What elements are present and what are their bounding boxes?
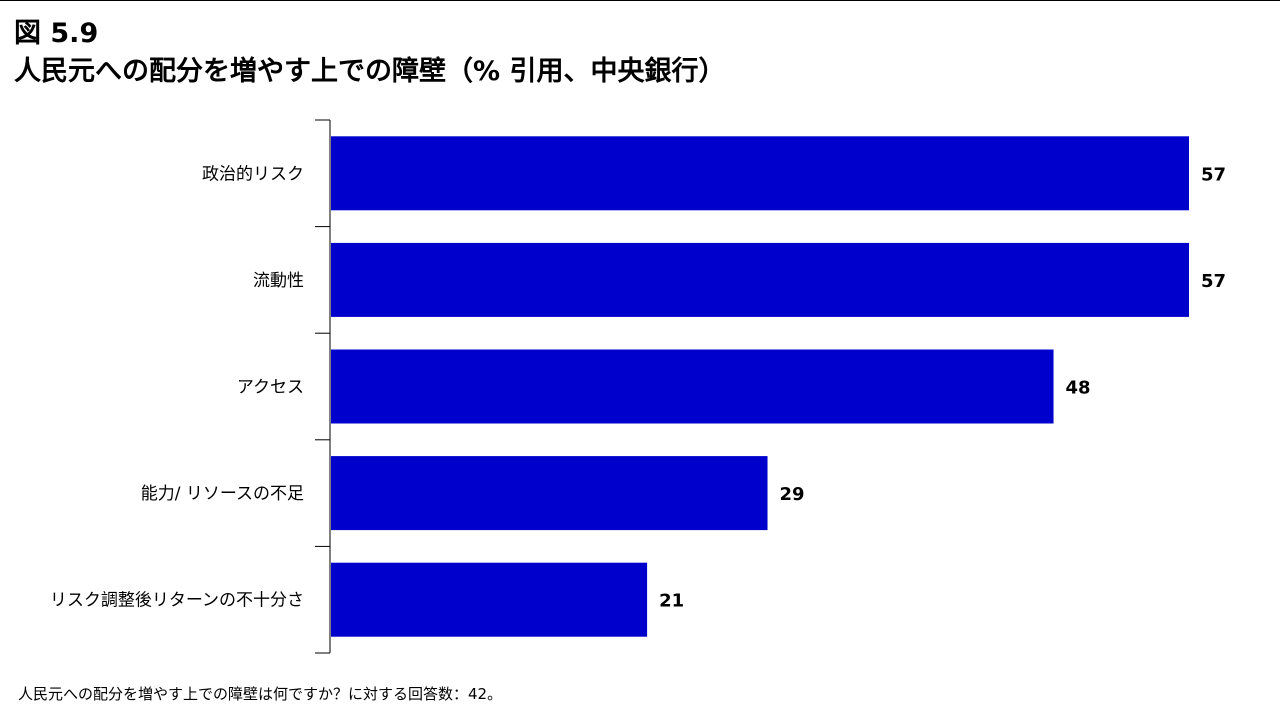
top-rule <box>0 0 1280 1</box>
bar <box>331 562 648 637</box>
value-label: 57 <box>1201 271 1226 292</box>
category-label: リスク調整後リターンの不十分さ <box>50 591 304 611</box>
value-label: 48 <box>1066 378 1091 399</box>
value-label: 29 <box>780 484 805 505</box>
category-label: 流動性 <box>253 271 304 291</box>
value-label: 57 <box>1201 164 1226 185</box>
bar <box>331 456 768 531</box>
footnote: 人民元への配分を増やす上での障壁は何ですか？に対する回答数：42。 <box>18 685 503 703</box>
bar <box>331 349 1054 424</box>
bar <box>331 242 1189 317</box>
value-labels: 57 57 48 29 21 <box>659 164 1226 611</box>
category-ticks <box>315 119 330 654</box>
category-label: 政治的リスク <box>202 164 304 184</box>
figure-label: 図 5.9 <box>14 18 99 49</box>
chart-title: 人民元への配分を増やす上での障壁（% 引用、中央銀行） <box>14 56 726 87</box>
bar <box>331 136 1189 211</box>
category-label: 能力/ リソースの不足 <box>141 484 304 504</box>
value-label: 21 <box>659 591 684 612</box>
category-label: アクセス <box>237 378 304 398</box>
bars <box>331 136 1189 637</box>
